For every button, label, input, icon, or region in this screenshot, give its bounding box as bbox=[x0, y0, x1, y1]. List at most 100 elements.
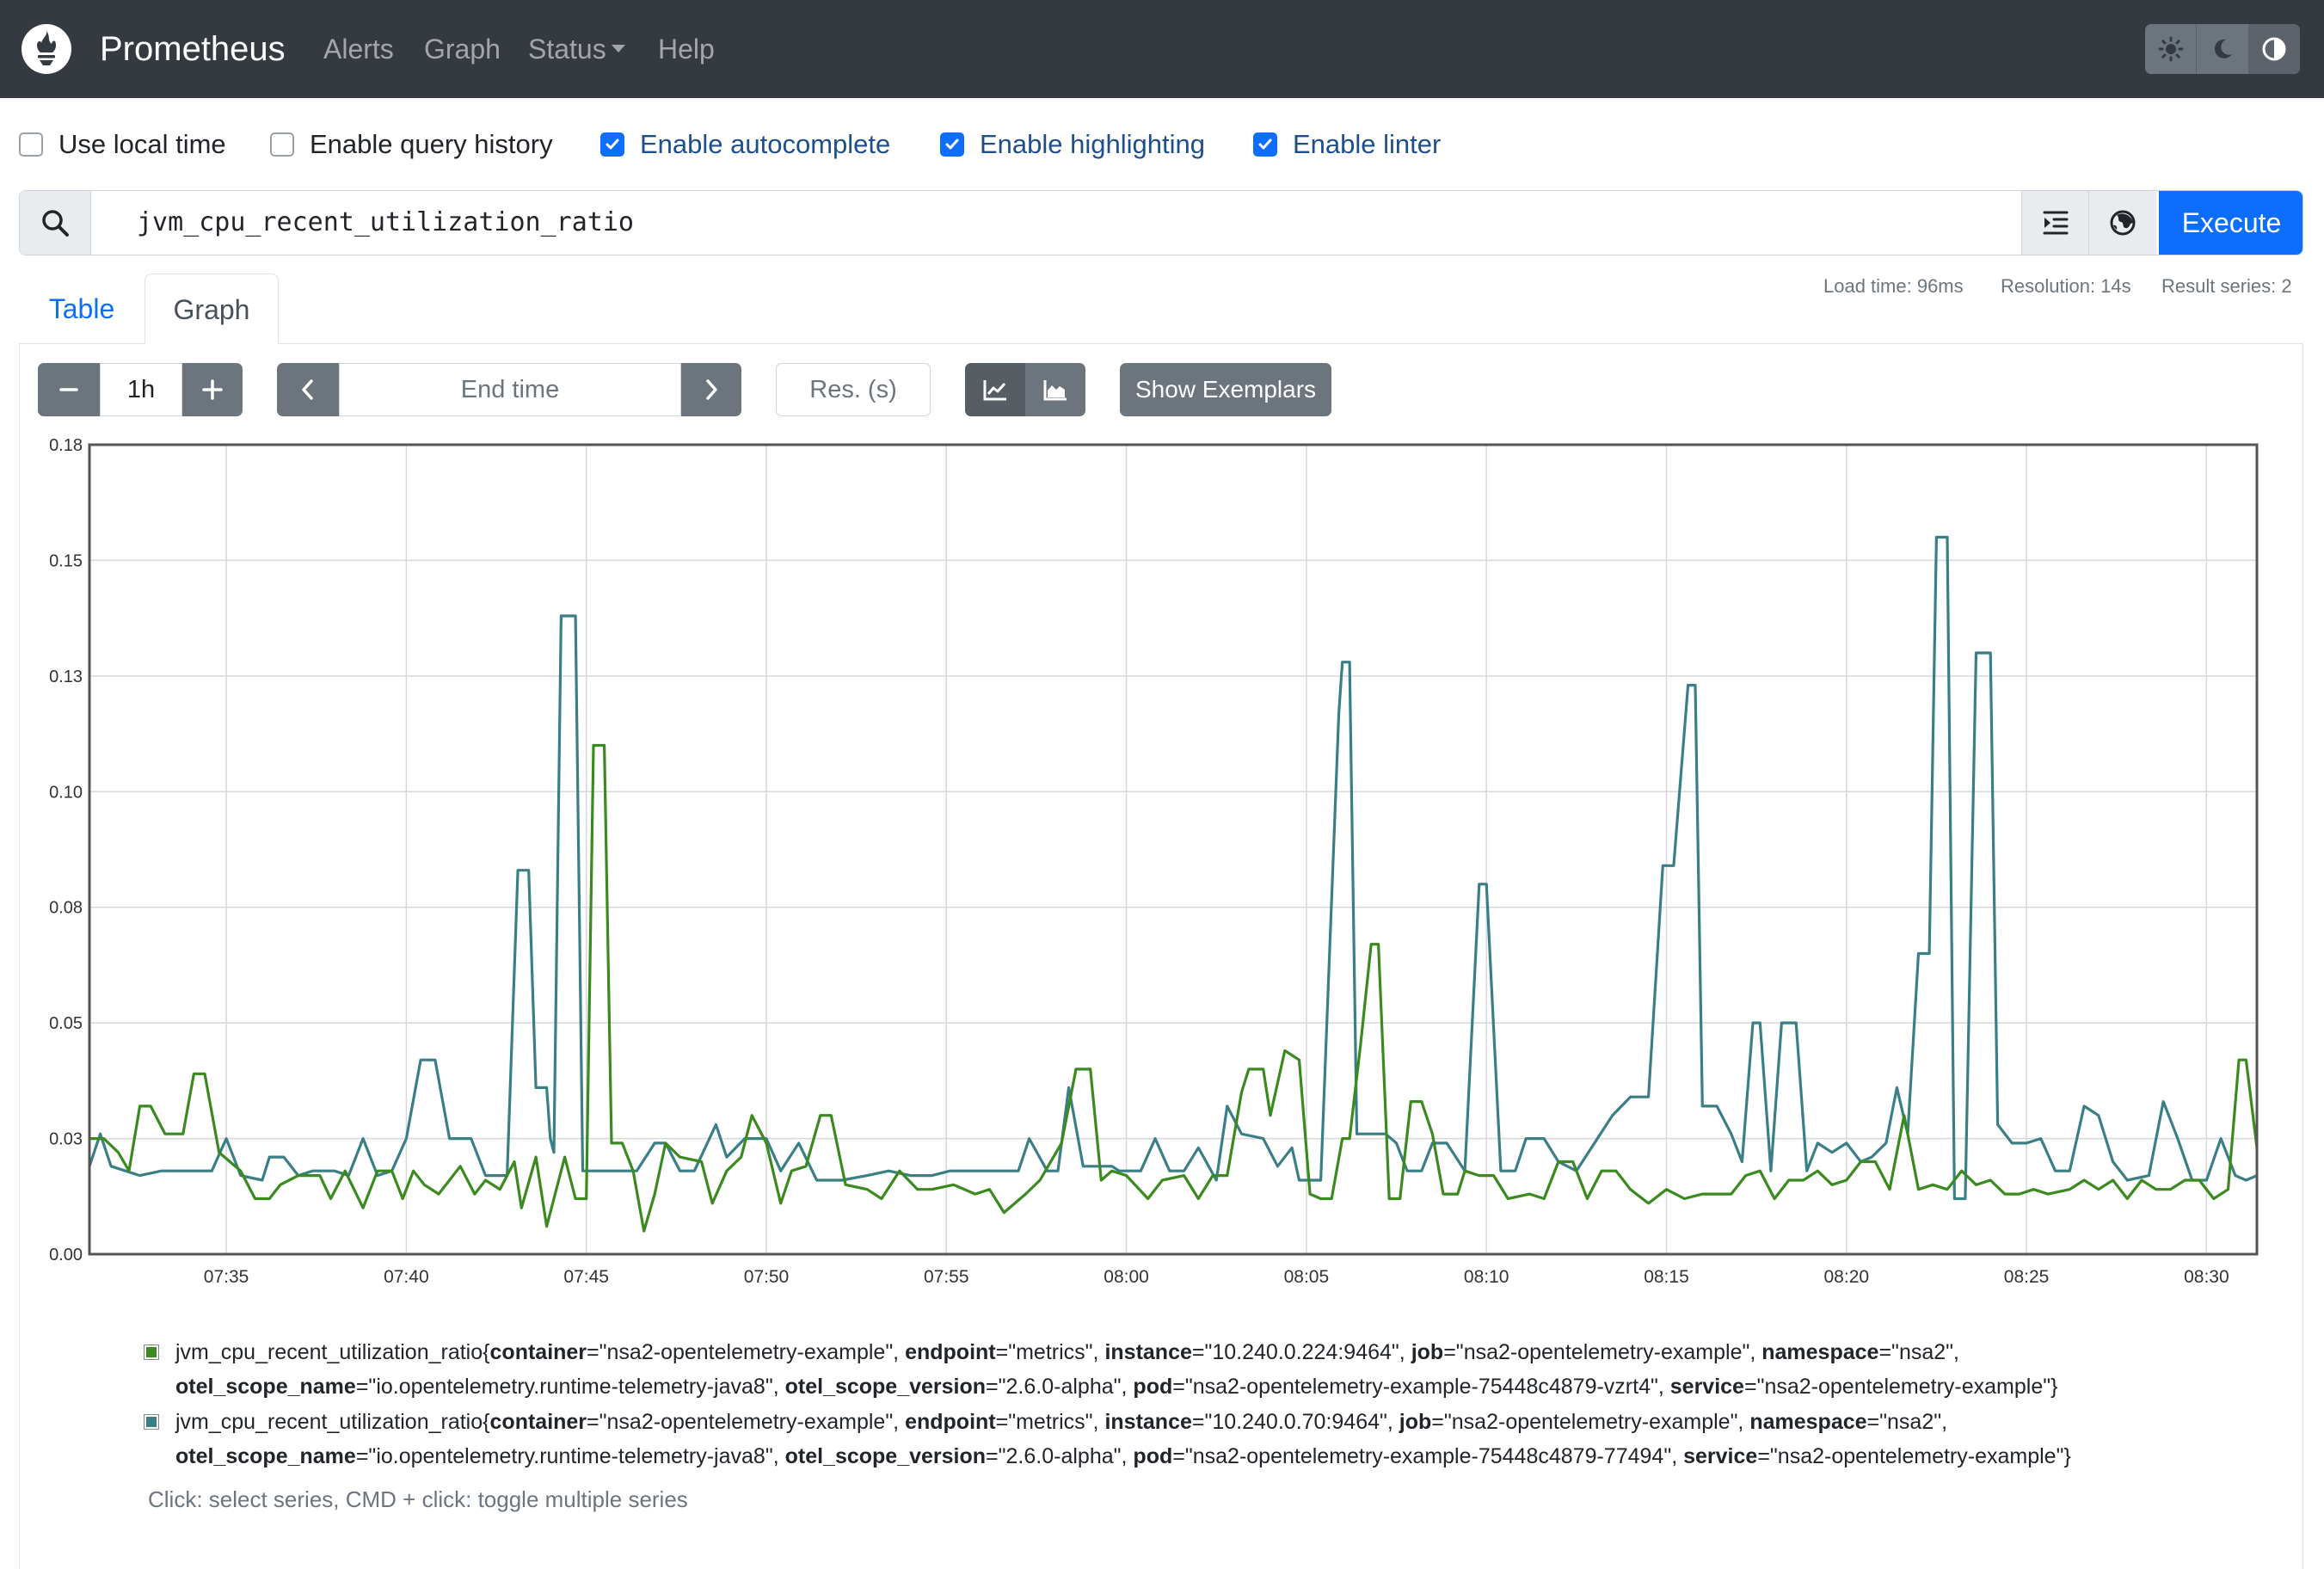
result-series: Result series: 2 bbox=[2161, 275, 2292, 297]
chart-series bbox=[88, 535, 2259, 1233]
theme-switcher bbox=[2145, 24, 2300, 74]
sun-icon bbox=[2158, 36, 2184, 62]
y-tick-label: 0.15 bbox=[49, 551, 83, 570]
legend-hint: Click: select series, CMD + click: toggl… bbox=[148, 1486, 688, 1512]
legend-namespace: nsa2 bbox=[1887, 1410, 1934, 1434]
x-tick-label: 07:45 bbox=[563, 1267, 609, 1287]
previous-time-button[interactable] bbox=[277, 363, 339, 416]
x-tick-label: 08:00 bbox=[1104, 1267, 1149, 1287]
show-exemplars-button[interactable]: Show Exemplars bbox=[1120, 363, 1331, 416]
tab-graph[interactable]: Graph bbox=[144, 274, 279, 344]
plus-icon bbox=[202, 379, 223, 400]
x-tick-label: 08:30 bbox=[2184, 1267, 2229, 1287]
graph-panel bbox=[19, 343, 2303, 1569]
x-tick-label: 07:50 bbox=[744, 1267, 790, 1287]
theme-light-button[interactable] bbox=[2145, 24, 2196, 74]
plot-area-border bbox=[88, 443, 2259, 1256]
tab-table[interactable]: Table bbox=[48, 293, 115, 324]
enable-linter-checkbox[interactable]: Enable linter bbox=[1253, 127, 1441, 162]
legend-endpoint: metrics bbox=[1016, 1410, 1085, 1434]
chart-ticks: 0.00 0.03 0.05 0.08 0.10 0.13 0.15 0.18 07:35 07:… bbox=[49, 436, 2229, 1287]
enable-linter-label: Enable linter bbox=[1293, 129, 1442, 159]
check-icon bbox=[945, 138, 959, 150]
legend-container: nsa2-opentelemetry-example bbox=[606, 1340, 886, 1364]
check-icon bbox=[1258, 138, 1272, 150]
x-tick-label: 07:40 bbox=[384, 1267, 429, 1287]
x-tick-label: 08:20 bbox=[1824, 1267, 1870, 1287]
legend-instance: 10.240.0.224:9464 bbox=[1212, 1340, 1392, 1364]
legend-service: nsa2-opentelemetry-example bbox=[1777, 1444, 2057, 1468]
legend-scope-name: io.opentelemetry.runtime-telemetry-java8 bbox=[376, 1444, 765, 1468]
enable-highlighting-label: Enable highlighting bbox=[980, 129, 1205, 159]
x-tick-label: 07:55 bbox=[924, 1267, 969, 1287]
metrics-explorer-button[interactable] bbox=[2088, 191, 2156, 255]
enable-query-history-label: Enable query history bbox=[310, 129, 553, 159]
y-tick-label: 0.03 bbox=[49, 1130, 83, 1149]
use-local-time-checkbox[interactable]: Use local time bbox=[19, 127, 226, 162]
legend-service: nsa2-opentelemetry-example bbox=[1764, 1375, 2044, 1399]
stacked-graph-button[interactable] bbox=[1025, 363, 1085, 416]
legend-endpoint: metrics bbox=[1016, 1340, 1085, 1364]
enable-autocomplete-checkbox[interactable]: Enable autocomplete bbox=[600, 127, 890, 162]
x-tick-label: 08:25 bbox=[2004, 1267, 2050, 1287]
legend-item[interactable]: jvm_cpu_recent_utilization_ratio{contain… bbox=[144, 1405, 2071, 1474]
enable-autocomplete-label: Enable autocomplete bbox=[640, 129, 891, 159]
unstacked-graph-button[interactable] bbox=[965, 363, 1025, 416]
checkbox-checked[interactable] bbox=[940, 132, 964, 157]
navbar: Prometheus Alerts Graph Status Help bbox=[0, 0, 2324, 98]
legend-metric: jvm_cpu_recent_utilization_ratio bbox=[175, 1340, 483, 1364]
format-expression-button[interactable] bbox=[2021, 191, 2089, 255]
enable-query-history-checkbox[interactable]: Enable query history bbox=[270, 127, 553, 162]
checkbox-unchecked[interactable] bbox=[270, 132, 294, 157]
legend-container: nsa2-opentelemetry-example bbox=[606, 1410, 886, 1434]
legend-pod: nsa2-opentelemetry-example-75448c4879-vz… bbox=[1192, 1375, 1651, 1399]
line-chart-icon bbox=[983, 380, 1006, 401]
x-tick-label: 08:10 bbox=[1464, 1267, 1509, 1287]
indent-icon bbox=[2043, 211, 2069, 235]
legend-job: nsa2-opentelemetry-example bbox=[1451, 1410, 1731, 1434]
y-tick-label: 0.13 bbox=[49, 668, 83, 686]
search-icon bbox=[42, 210, 69, 237]
nav-link-status[interactable]: Status bbox=[528, 28, 625, 71]
checkbox-checked[interactable] bbox=[600, 132, 624, 157]
legend-namespace: nsa2 bbox=[1898, 1340, 1946, 1364]
nav-link-alerts[interactable]: Alerts bbox=[323, 34, 394, 65]
y-tick-label: 0.08 bbox=[49, 899, 83, 918]
series-line-1 bbox=[88, 535, 2258, 1201]
execute-button[interactable]: Execute bbox=[2159, 191, 2302, 255]
decrease-range-button[interactable] bbox=[38, 363, 100, 416]
next-time-button[interactable] bbox=[681, 363, 741, 416]
nav-link-graph[interactable]: Graph bbox=[424, 34, 501, 65]
minus-icon bbox=[59, 388, 78, 391]
expression-input-group: jvm_cpu_recent_utilization_ratio Execute bbox=[19, 190, 2303, 255]
resolution: Resolution: 14s bbox=[2001, 275, 2131, 297]
theme-dark-button[interactable] bbox=[2196, 24, 2247, 74]
end-time-input[interactable]: End time bbox=[339, 363, 681, 416]
theme-auto-button[interactable] bbox=[2247, 24, 2300, 74]
brand-name[interactable]: Prometheus bbox=[100, 30, 286, 68]
checkbox-unchecked[interactable] bbox=[19, 132, 43, 157]
expression-input[interactable]: jvm_cpu_recent_utilization_ratio bbox=[137, 207, 634, 237]
x-tick-label: 08:05 bbox=[1284, 1267, 1330, 1287]
chevron-left-icon bbox=[302, 379, 313, 400]
resolution-input[interactable]: Res. (s) bbox=[776, 363, 931, 416]
x-tick-label: 08:15 bbox=[1644, 1267, 1689, 1287]
series-color-swatch bbox=[144, 1344, 159, 1360]
use-local-time-label: Use local time bbox=[58, 129, 226, 159]
y-tick-label: 0.00 bbox=[49, 1246, 83, 1264]
contrast-icon bbox=[2262, 37, 2286, 61]
series-line-2 bbox=[89, 743, 2259, 1233]
globe-icon bbox=[2110, 210, 2136, 236]
legend-item[interactable]: jvm_cpu_recent_utilization_ratio{contain… bbox=[144, 1335, 2057, 1404]
prometheus-logo-icon[interactable] bbox=[21, 23, 72, 75]
range-input[interactable]: 1h bbox=[100, 363, 182, 416]
nav-link-help[interactable]: Help bbox=[658, 34, 715, 65]
legend-pod: nsa2-opentelemetry-example-75448c4879-77… bbox=[1192, 1444, 1664, 1468]
increase-range-button[interactable] bbox=[182, 363, 243, 416]
x-tick-label: 07:35 bbox=[204, 1267, 249, 1287]
check-icon bbox=[606, 138, 619, 150]
enable-highlighting-checkbox[interactable]: Enable highlighting bbox=[940, 127, 1205, 162]
search-icon-box bbox=[20, 191, 91, 255]
checkbox-checked[interactable] bbox=[1253, 132, 1277, 157]
